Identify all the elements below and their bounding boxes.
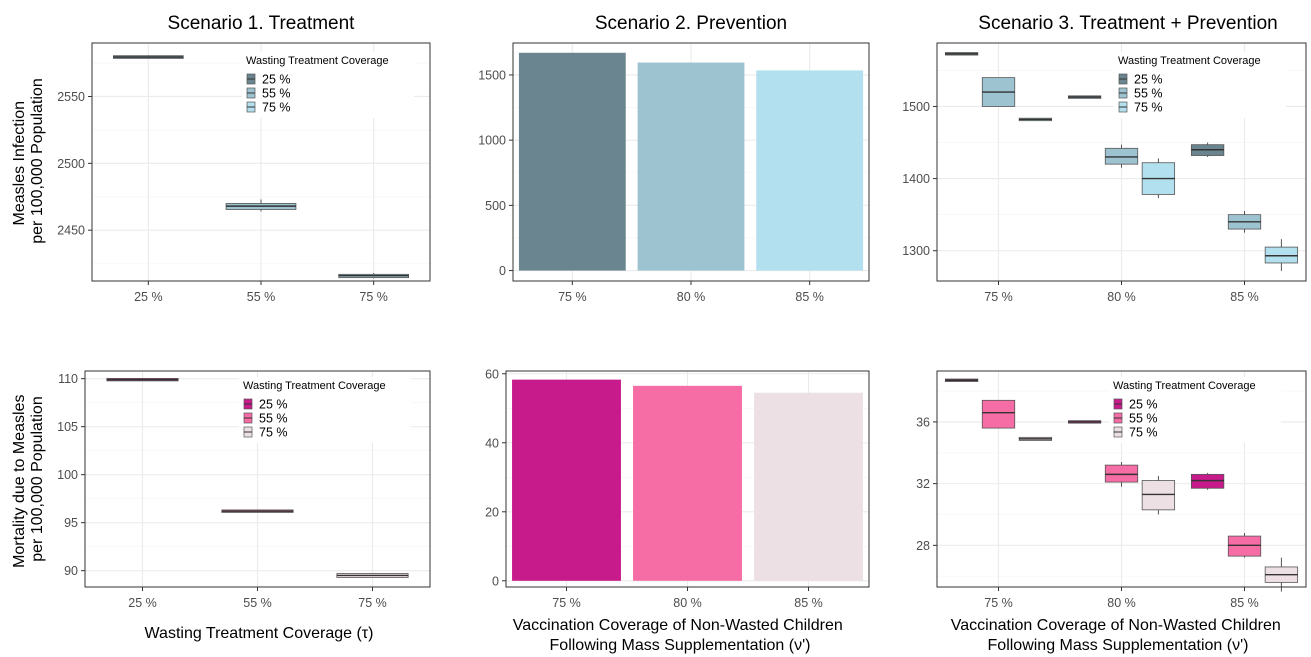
legend-background: [1109, 377, 1281, 443]
legend-title: Wasting Treatment Coverage: [1118, 55, 1261, 67]
y-tick-label: 1000: [478, 134, 506, 148]
legend-label: 55 %: [262, 87, 291, 101]
x-tick-label: 75 %: [984, 596, 1013, 610]
y-tick-label: 0: [492, 574, 499, 588]
y-tick-label: 60: [485, 367, 499, 381]
y-axis-label-infection-line-2: per 100,000 Population: [29, 78, 46, 243]
legend-title: Wasting Treatment Coverage: [246, 55, 389, 67]
x-tick-label: 80 %: [1107, 596, 1136, 610]
box: [981, 399, 1016, 429]
x-tick-label: 75 %: [552, 596, 581, 610]
x-axis-label-treatment: Wasting Treatment Coverage (τ): [145, 625, 374, 642]
x-tick-label: 80 %: [673, 596, 702, 610]
panel-s2-infection: 0 500 1000 1500 75 % 80 % 85 %: [478, 42, 870, 304]
x-tick-label: 85 %: [794, 596, 823, 610]
bar: [633, 385, 742, 581]
legend-background: [1114, 52, 1286, 118]
y-tick-label: 105: [57, 420, 78, 434]
x-axis-label-vaccination-s3-line-1: Vaccination Coverage of Non-Wasted Child…: [951, 617, 1281, 634]
y-axis-label-mortality-line-2: per 100,000 Population: [29, 396, 46, 561]
x-tick-label: 80 %: [1107, 290, 1136, 304]
x-tick-label: 80 %: [677, 290, 706, 304]
x-tick-label: 85 %: [795, 290, 824, 304]
y-tick-label: 90: [64, 564, 78, 578]
legend-label: 25 %: [262, 73, 291, 87]
y-tick-label: 40: [485, 436, 499, 450]
y-tick-label: 1500: [478, 68, 506, 82]
y-tick-label: 1500: [902, 100, 930, 114]
y-tick-label: 32: [916, 477, 930, 491]
column-title-scenario-1: Scenario 1. Treatment: [168, 13, 356, 34]
y-tick-label: 1300: [902, 244, 930, 258]
box: [1104, 147, 1139, 165]
y-axis-label-mortality: Mortality due to Measles per 100,000 Pop…: [11, 390, 46, 568]
x-axis-label-vaccination-s2-line-2: Following Mass Supplementation (ν'): [550, 637, 811, 654]
panel-s2-mortality: 0 20 40 60 75 % 80 % 85 %: [485, 367, 870, 610]
bar: [637, 62, 745, 271]
legend-label: 75 %: [1134, 101, 1163, 115]
legend-label: 25 %: [1134, 73, 1163, 87]
legend-label: 75 %: [262, 101, 291, 115]
x-tick-label: 55 %: [243, 596, 272, 610]
bar: [518, 52, 626, 271]
x-tick-label: 25 %: [128, 596, 157, 610]
y-tick-label: 500: [485, 199, 506, 213]
y-tick-label: 36: [916, 415, 930, 429]
legend-label: 25 %: [1129, 398, 1158, 412]
bar: [754, 392, 863, 581]
x-axis-label-vaccination-s3: Vaccination Coverage of Non-Wasted Child…: [951, 617, 1285, 654]
y-tick-label: 1400: [902, 172, 930, 186]
y-axis-label-mortality-line-1: Mortality due to Measles: [11, 395, 28, 568]
column-title-scenario-3: Scenario 3. Treatment + Prevention: [978, 13, 1277, 34]
x-tick-label: 75 %: [558, 290, 587, 304]
x-axis-label-vaccination-s2: Vaccination Coverage of Non-Wasted Child…: [513, 617, 847, 654]
y-axis-label-infection: Measles Infection per 100,000 Population: [11, 78, 46, 243]
x-tick-label: 75 %: [984, 290, 1013, 304]
box: [1264, 246, 1299, 264]
legend-label: 55 %: [259, 412, 288, 426]
x-tick-label: 85 %: [1230, 290, 1259, 304]
bar: [756, 70, 864, 271]
box: [1227, 535, 1262, 557]
x-tick-label: 85 %: [1230, 596, 1259, 610]
y-tick-label: 2500: [57, 157, 85, 171]
legend-background: [239, 377, 411, 443]
legend-label: 55 %: [1134, 87, 1163, 101]
y-tick-label: 110: [58, 372, 78, 386]
legend-label: 75 %: [259, 426, 288, 440]
y-tick-label: 20: [485, 505, 499, 519]
y-tick-label: 100: [57, 468, 78, 482]
x-tick-label: 75 %: [359, 290, 388, 304]
x-axis-label-vaccination-s2-line-1: Vaccination Coverage of Non-Wasted Child…: [513, 617, 843, 634]
x-tick-label: 55 %: [247, 290, 276, 304]
column-title-scenario-2: Scenario 2. Prevention: [595, 13, 787, 34]
legend-label: 55 %: [1129, 412, 1158, 426]
legend-label: 75 %: [1129, 426, 1158, 440]
bar: [512, 379, 621, 581]
y-tick-label: 95: [64, 516, 78, 530]
y-axis-label-infection-line-1: Measles Infection: [11, 101, 28, 226]
box: [1104, 464, 1139, 483]
legend-label: 25 %: [259, 398, 288, 412]
box: [1190, 473, 1225, 489]
x-axis-label-vaccination-s3-line-2: Following Mass Supplementation (ν'): [988, 637, 1249, 654]
y-tick-label: 0: [499, 264, 506, 278]
y-tick-label: 2450: [57, 224, 85, 238]
box: [1141, 480, 1176, 511]
legend-title: Wasting Treatment Coverage: [243, 380, 386, 392]
y-tick-label: 28: [916, 539, 930, 553]
legend-background: [242, 52, 414, 118]
x-tick-label: 75 %: [358, 596, 387, 610]
legend-title: Wasting Treatment Coverage: [1113, 380, 1256, 392]
y-tick-label: 2550: [57, 90, 85, 104]
x-tick-label: 25 %: [134, 290, 163, 304]
